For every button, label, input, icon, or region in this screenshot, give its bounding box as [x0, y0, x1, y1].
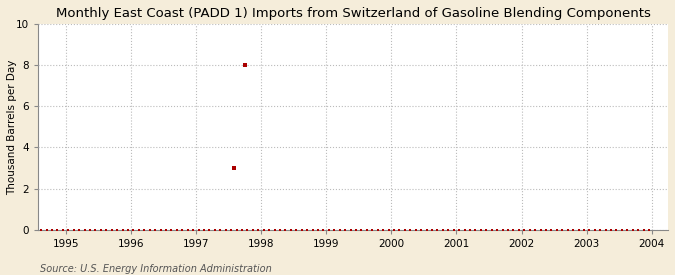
- Text: Source: U.S. Energy Information Administration: Source: U.S. Energy Information Administ…: [40, 264, 272, 274]
- Y-axis label: Thousand Barrels per Day: Thousand Barrels per Day: [7, 59, 17, 194]
- Title: Monthly East Coast (PADD 1) Imports from Switzerland of Gasoline Blending Compon: Monthly East Coast (PADD 1) Imports from…: [56, 7, 651, 20]
